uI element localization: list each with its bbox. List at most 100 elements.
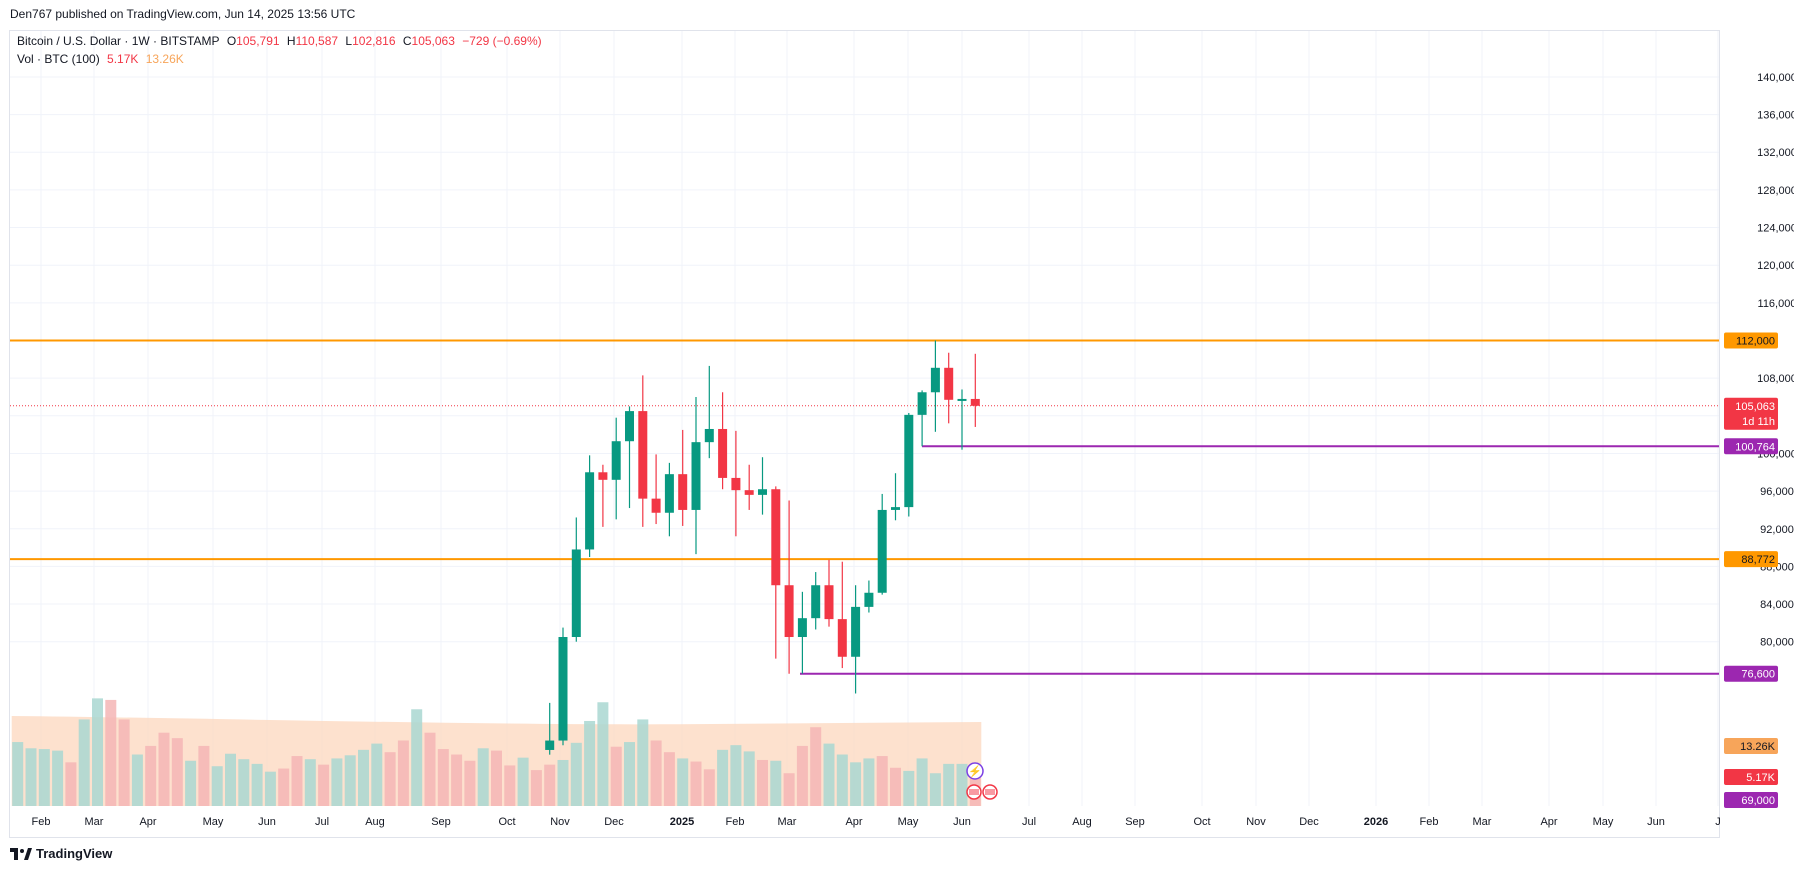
volume-bar — [796, 745, 808, 806]
volume-bar — [118, 719, 130, 806]
time-tick-label: May — [1593, 816, 1614, 828]
high-value: 110,587 — [295, 34, 339, 48]
volume-bar — [517, 757, 529, 806]
axis-badge-purple-bg — [1724, 792, 1778, 808]
candle-body — [904, 414, 914, 508]
time-tick-label: May — [898, 816, 919, 828]
volume-bar — [650, 740, 662, 806]
volume-bar — [264, 771, 276, 806]
time-tick-label: Mar — [85, 816, 104, 828]
price-tick-label: 96,000 — [1760, 486, 1794, 498]
price-tick-label: 80,000 — [1760, 637, 1794, 649]
candle-body — [837, 619, 847, 657]
volume-bar — [610, 746, 622, 806]
change-value: −729 (−0.69%) — [462, 34, 542, 48]
volume-label[interactable]: Vol · BTC (100) — [17, 52, 100, 66]
volume-bar — [717, 749, 729, 806]
candle-body — [638, 411, 648, 499]
symbol-legend[interactable]: Bitcoin / U.S. Dollar · 1W · BITSTAMP O1… — [17, 34, 546, 48]
time-axis[interactable]: Feb Mar Apr May Jun Jul Aug Sep Oct Nov Dec 2025 Feb… — [32, 816, 1721, 828]
volume-bar — [65, 762, 77, 806]
candle-body — [758, 489, 767, 495]
volume-bar — [863, 758, 875, 806]
volume-bar — [850, 762, 862, 806]
event-bolt-icon[interactable] — [966, 762, 984, 780]
volume-bar — [344, 755, 356, 806]
time-tick-label: Aug — [1072, 816, 1092, 828]
volume-bar — [211, 766, 223, 806]
time-tick-label: Apr — [845, 816, 862, 828]
volume-bar — [530, 770, 542, 806]
horizontal-lines — [10, 339, 1719, 675]
grid — [10, 31, 1719, 806]
volume-bar — [757, 759, 768, 806]
volume-bar — [690, 761, 702, 806]
level-badge-bg — [1724, 332, 1778, 349]
candle-body — [664, 474, 674, 513]
price-tick-label: 92,000 — [1760, 524, 1794, 536]
low-value: 102,816 — [352, 34, 396, 48]
volume-bar — [38, 749, 50, 806]
volume-bar — [743, 751, 755, 806]
volume-bar — [145, 745, 157, 806]
volume-bar — [916, 758, 928, 806]
event-icons[interactable]: ⚡ — [966, 762, 998, 800]
level-badge: 88,772 — [1741, 554, 1775, 566]
candle-body — [558, 637, 568, 741]
volume-bar — [823, 743, 835, 806]
volume-bar — [225, 753, 236, 806]
volume-bar — [903, 770, 915, 806]
candle-body — [678, 474, 688, 510]
candle-body — [811, 585, 821, 619]
tradingview-logo[interactable]: TradingView — [10, 846, 112, 861]
candle-body — [744, 490, 754, 495]
axis-badge-vol-bg — [1724, 769, 1778, 785]
level-badge: 76,600 — [1741, 669, 1775, 681]
volume-bar — [291, 756, 303, 806]
open-value: 105,791 — [236, 34, 280, 48]
volume-bar — [437, 749, 449, 806]
volume-bar — [397, 740, 409, 806]
time-tick-label: Jun — [258, 816, 276, 828]
volume-bar — [703, 769, 715, 806]
price-tick-label: 108,000 — [1757, 373, 1794, 385]
price-tick-label: 124,000 — [1757, 223, 1794, 235]
time-tick-label: Jun — [953, 816, 971, 828]
brand-name: TradingView — [36, 846, 113, 861]
candle-body — [718, 428, 728, 478]
time-tick-label: Sep — [1125, 816, 1145, 828]
level-badge-bg — [1724, 438, 1778, 455]
volume-bar — [105, 699, 117, 806]
time-tick-label: Feb — [32, 816, 51, 828]
symbol-name[interactable]: Bitcoin / U.S. Dollar · 1W · BITSTAMP — [17, 34, 220, 48]
volume-bar — [730, 745, 742, 806]
volume-legend[interactable]: Vol · BTC (100) 5.17K 13.26K — [17, 52, 188, 66]
candle-body — [851, 606, 861, 657]
level-badge: 100,764 — [1735, 441, 1775, 453]
candle-body — [571, 549, 581, 638]
volume-bar — [238, 759, 250, 806]
level-badge: 112,000 — [1736, 336, 1775, 348]
price-axis[interactable]: 80,00084,00088,00092,00096,000100,000108… — [1724, 72, 1794, 808]
candle-body — [771, 489, 781, 586]
candle-body — [784, 585, 794, 638]
candle-body — [930, 367, 940, 393]
axis-badge-purple: 69,000 — [1741, 795, 1775, 807]
candle-body — [545, 740, 555, 750]
level-badge-bg — [1724, 551, 1778, 568]
volume-bar — [131, 754, 143, 806]
time-tick-label: Feb — [1420, 816, 1439, 828]
price-tick-label: 84,000 — [1760, 599, 1794, 611]
time-tick-label: Oct — [498, 816, 515, 828]
candle-body — [691, 442, 701, 510]
time-tick-label: Mar — [1473, 816, 1492, 828]
axis-badge-vol_ma-bg — [1724, 738, 1778, 754]
flag-stripe — [969, 789, 979, 795]
volume-bar — [331, 758, 343, 806]
volume-bar — [544, 764, 556, 806]
candle-body — [611, 441, 621, 480]
volume-bar — [770, 760, 782, 806]
price-tick-label: 136,000 — [1757, 110, 1794, 122]
volume-bar — [278, 768, 290, 806]
